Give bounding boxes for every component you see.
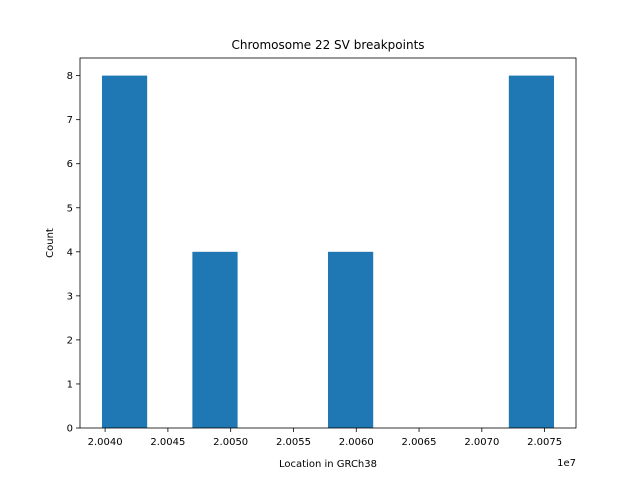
histogram-bar-5: [328, 251, 374, 428]
y-axis-label: Count: [45, 228, 56, 258]
y-tick-label: 2: [67, 335, 73, 346]
y-tick-label: 8: [67, 71, 73, 82]
plot-frame: [79, 57, 577, 429]
y-tick-label: 3: [67, 291, 73, 302]
y-tick-label: 5: [67, 203, 73, 214]
chart-title: Chromosome 22 SV breakpoints: [231, 38, 424, 52]
y-tick-label: 4: [67, 247, 73, 258]
x-tick-label: 2.0055: [276, 437, 311, 448]
x-tick-label: 2.0075: [527, 437, 562, 448]
x-axis-label: Location in GRCh38: [279, 459, 377, 470]
y-ticks-group: 0 1 2 3 4 5 6 7 8: [67, 71, 80, 435]
x-offset-label: 1e7: [557, 458, 576, 469]
y-tick-label: 1: [67, 379, 73, 390]
bars-group: [101, 75, 555, 428]
y-tick-label: 0: [67, 424, 73, 435]
x-tick-label: 2.0040: [88, 437, 123, 448]
x-ticks-group: 2.0040 2.0045 2.0050 2.0055 2.0060 2.0065 2.00…: [88, 428, 562, 448]
x-tick-label: 2.0050: [213, 437, 248, 448]
histogram-bar-0: [101, 75, 148, 428]
histogram-bar-9: [508, 75, 555, 428]
x-tick-label: 2.0065: [402, 437, 437, 448]
x-tick-label: 2.0060: [339, 437, 374, 448]
y-tick-label: 6: [67, 159, 73, 170]
histogram-bar-2: [192, 251, 238, 428]
y-tick-label: 7: [67, 115, 73, 126]
x-tick-label: 2.0070: [464, 437, 499, 448]
x-tick-label: 2.0045: [150, 437, 185, 448]
